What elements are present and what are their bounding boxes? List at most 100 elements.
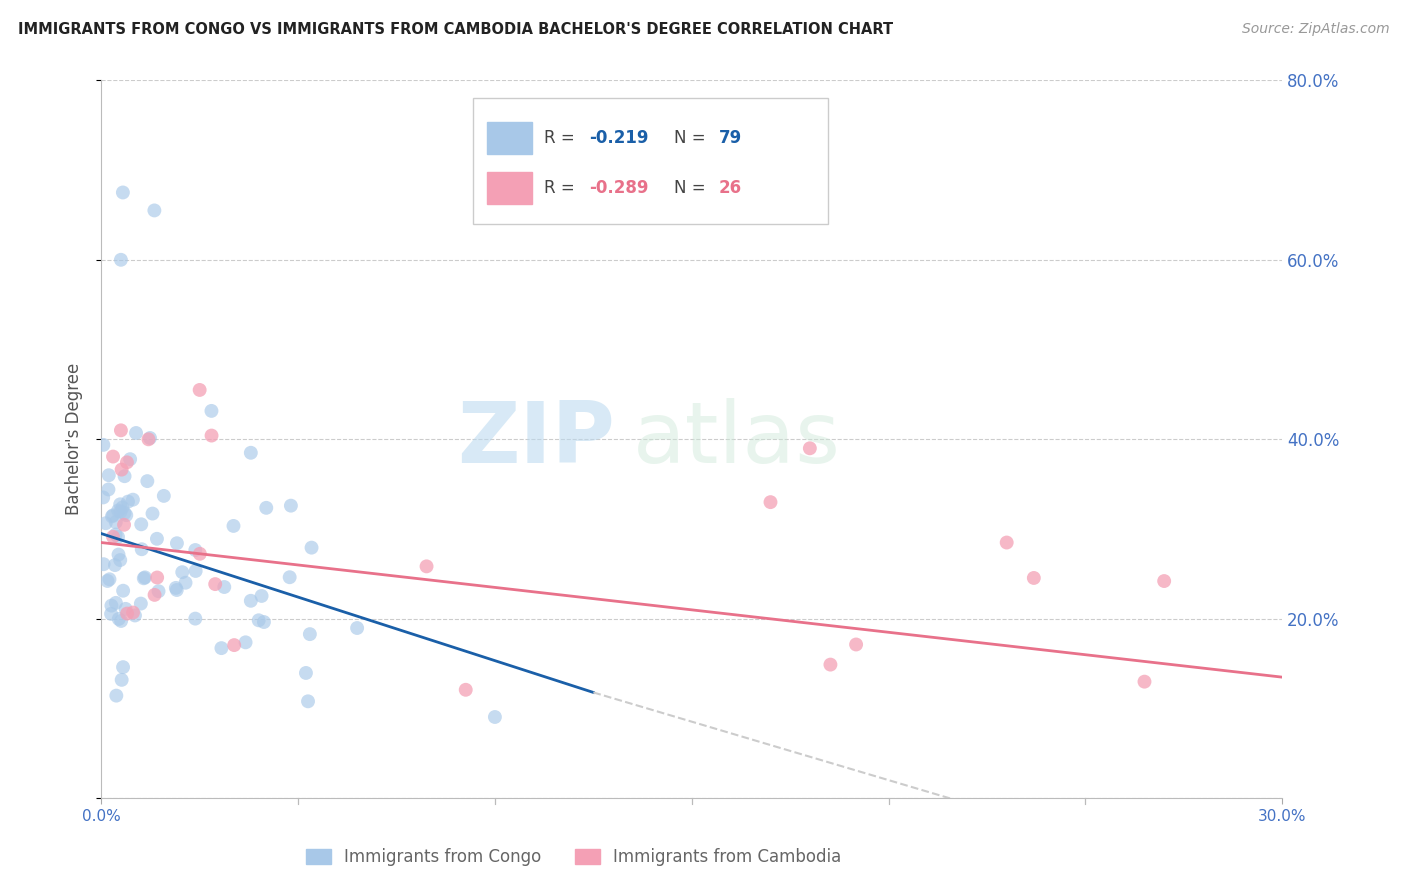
Point — [184, 612, 207, 626]
Point — [100, 607, 122, 621]
Point — [845, 638, 868, 652]
Point — [298, 627, 321, 641]
Point — [799, 442, 821, 456]
Point — [124, 608, 146, 623]
Point — [295, 665, 318, 680]
Point — [254, 500, 277, 515]
Point — [129, 517, 152, 532]
Text: ZIP: ZIP — [457, 398, 614, 481]
Point — [107, 612, 129, 626]
Point — [104, 515, 127, 529]
Point — [117, 494, 139, 508]
Text: N =: N = — [673, 128, 711, 146]
Point — [112, 583, 135, 598]
Point — [204, 577, 226, 591]
Point — [166, 582, 188, 597]
Point — [184, 564, 207, 578]
Point — [200, 428, 222, 442]
Point — [253, 615, 276, 629]
Y-axis label: Bachelor's Degree: Bachelor's Degree — [65, 363, 83, 516]
Point — [136, 474, 159, 488]
FancyBboxPatch shape — [474, 98, 828, 224]
Point — [131, 542, 153, 557]
Point — [222, 519, 245, 533]
Point — [143, 588, 166, 602]
Point — [110, 423, 132, 437]
Point — [153, 489, 176, 503]
Point — [115, 607, 138, 621]
Point — [100, 599, 122, 613]
Point — [125, 425, 148, 440]
Point — [280, 499, 302, 513]
Point — [105, 689, 128, 703]
Point — [297, 694, 319, 708]
Point — [104, 558, 127, 573]
Bar — [488, 121, 533, 154]
Point — [239, 594, 262, 608]
Point — [214, 580, 236, 594]
Point — [184, 543, 207, 558]
Text: atlas: atlas — [633, 398, 841, 481]
Point — [1133, 674, 1156, 689]
Point — [120, 452, 142, 467]
Point — [101, 509, 124, 524]
Point — [111, 186, 134, 200]
Point — [141, 507, 163, 521]
Point — [122, 492, 145, 507]
Point — [101, 450, 124, 464]
Point — [96, 574, 118, 588]
Point — [107, 503, 129, 517]
Point — [115, 455, 138, 469]
Point — [247, 613, 270, 627]
Point — [104, 596, 127, 610]
Point — [235, 635, 257, 649]
Point — [91, 491, 114, 505]
Point — [148, 584, 170, 599]
Point — [454, 682, 477, 697]
Point — [97, 483, 120, 497]
Point — [165, 581, 187, 595]
Point — [484, 710, 506, 724]
Bar — [488, 172, 533, 204]
Point — [224, 638, 246, 652]
Point — [278, 570, 301, 584]
Point — [110, 553, 132, 567]
Point — [93, 438, 115, 452]
Text: R =: R = — [544, 179, 581, 197]
Text: Source: ZipAtlas.com: Source: ZipAtlas.com — [1241, 22, 1389, 37]
Point — [114, 602, 136, 616]
Point — [172, 565, 194, 579]
Point — [415, 559, 437, 574]
Text: 26: 26 — [718, 179, 742, 197]
Point — [94, 516, 117, 531]
Point — [1153, 574, 1175, 588]
Point — [995, 535, 1018, 549]
Point — [111, 500, 134, 515]
Point — [104, 527, 127, 541]
Point — [107, 548, 129, 562]
Point — [174, 575, 197, 590]
Text: -0.219: -0.219 — [589, 128, 648, 146]
Point — [122, 606, 145, 620]
Point — [346, 621, 368, 635]
Point — [1022, 571, 1045, 585]
Point — [115, 508, 138, 523]
Text: R =: R = — [544, 128, 581, 146]
Point — [114, 469, 136, 483]
Text: N =: N = — [673, 179, 711, 197]
Point — [110, 614, 132, 628]
Point — [111, 673, 134, 687]
Point — [132, 571, 155, 585]
Point — [98, 572, 121, 586]
Point — [114, 506, 136, 520]
Point — [188, 547, 211, 561]
Point — [143, 203, 166, 218]
Point — [146, 570, 169, 584]
Text: -0.289: -0.289 — [589, 179, 648, 197]
Point — [209, 641, 232, 656]
Point — [112, 660, 135, 674]
Point — [134, 570, 156, 584]
Point — [166, 536, 188, 550]
Point — [129, 597, 152, 611]
Point — [112, 517, 135, 532]
